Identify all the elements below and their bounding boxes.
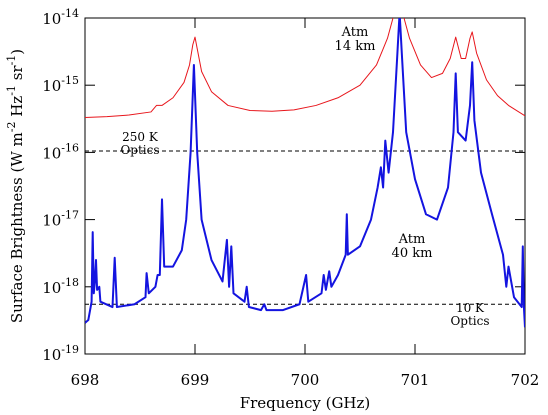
- x-tick-label: 702: [511, 371, 540, 389]
- x-tick-label: 699: [181, 371, 210, 389]
- reference-label: 10 K Optics: [450, 301, 489, 328]
- y-tick-label: 10-17: [42, 209, 79, 230]
- x-tick-label: 701: [401, 371, 430, 389]
- y-axis-label: Surface Brightness (W m-2 Hz-1 sr-1): [5, 49, 26, 323]
- y-tick-label: 10-19: [42, 343, 79, 364]
- series-label: Atm 14 km: [335, 25, 376, 54]
- y-tick-label: 10-16: [42, 141, 79, 162]
- y-tick-label: 10-14: [42, 7, 79, 28]
- y-tick-label: 10-15: [42, 74, 79, 95]
- x-tick-label: 700: [291, 371, 320, 389]
- x-axis-label: Frequency (GHz): [240, 394, 371, 412]
- plot-area: [85, 18, 525, 328]
- series-label: Atm 40 km: [392, 232, 433, 261]
- reference-label: 250 K Optics: [120, 130, 159, 157]
- x-tick-label: 698: [71, 371, 100, 389]
- series-line: [85, 18, 525, 328]
- y-tick-label: 10-18: [42, 276, 79, 297]
- series-line: [85, 18, 525, 119]
